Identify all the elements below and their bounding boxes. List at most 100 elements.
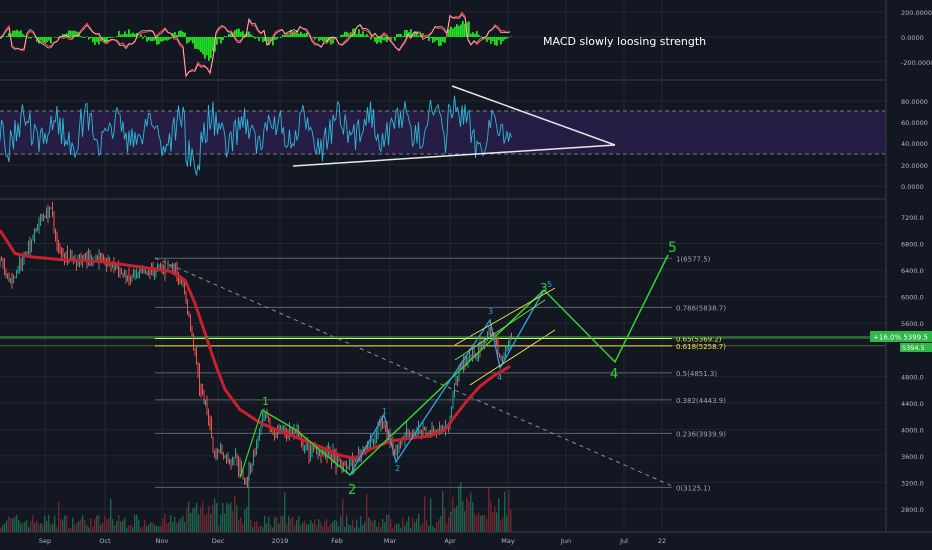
volume-bar — [6, 520, 8, 532]
macd-histogram-bar — [372, 37, 374, 38]
price-axis[interactable]: 200.0000 0.0000 -200.0000 80.0000 60.0000 40.… — [901, 9, 932, 514]
moving-average-line — [0, 229, 511, 461]
wave-projection-green — [261, 254, 669, 477]
volume-bar — [440, 516, 442, 532]
macd-histogram-bar — [158, 37, 160, 45]
volume-bar — [136, 514, 138, 532]
volume-bar — [492, 511, 494, 532]
volume-bar — [106, 519, 108, 532]
volume-bar — [484, 515, 486, 532]
macd-histogram-bar — [148, 37, 150, 41]
volume-bar — [100, 524, 102, 532]
volume-bar — [450, 511, 452, 532]
macd-histogram-bar — [30, 37, 32, 39]
volume-bar — [344, 526, 346, 532]
volume-bar — [228, 504, 230, 532]
macd-histogram-bar — [306, 32, 308, 37]
macd-histogram-bar — [460, 24, 462, 37]
macd-histogram-bar — [396, 33, 398, 37]
last-price-tag-text: +16.0% 5399.5 — [873, 334, 928, 342]
volume-bar — [164, 514, 166, 532]
macd-histogram-bar — [406, 30, 408, 37]
macd-histogram-bar — [66, 33, 68, 37]
macd-histogram-bar — [334, 37, 336, 40]
volume-bar — [270, 525, 272, 532]
macd-histogram-bar — [434, 37, 436, 42]
axis-label: 2800.0 — [901, 506, 924, 514]
macd-histogram-bar — [492, 37, 494, 42]
volume-bar — [190, 512, 192, 532]
time-axis-label: Feb — [331, 537, 343, 545]
volume-bar — [104, 515, 106, 532]
volume-bar — [504, 491, 506, 532]
macd-histogram-bar — [274, 37, 276, 40]
macd-histogram-bar — [282, 34, 284, 37]
macd-histogram-bar — [324, 37, 326, 41]
axis-label: 80.0000 — [901, 98, 928, 106]
macd-histogram-bar — [502, 37, 504, 42]
macd-histogram-bar — [304, 33, 306, 37]
channel-line-lower — [469, 329, 556, 386]
fib-level-label: 0.382(4443.9) — [676, 397, 726, 405]
macd-histogram-bar — [248, 31, 250, 37]
macd-histogram-bar — [488, 37, 490, 40]
macd-histogram-bar — [80, 36, 82, 37]
macd-histogram-bar — [16, 29, 18, 37]
macd-histogram-bar — [206, 37, 208, 56]
macd-histogram-bar — [398, 33, 400, 37]
volume-bar — [246, 506, 248, 532]
macd-panel[interactable] — [0, 11, 512, 79]
volume-bar — [322, 526, 324, 532]
volume-bar — [294, 524, 296, 532]
volume-bar — [224, 513, 226, 532]
channel-line-mid — [454, 299, 546, 361]
volume-bar — [250, 519, 252, 532]
rsi-panel[interactable] — [0, 95, 512, 176]
volume-bar — [160, 525, 162, 532]
macd-histogram-bar — [326, 37, 328, 43]
macd-histogram-bar — [298, 33, 300, 37]
macd-histogram-bar — [366, 34, 368, 37]
volume-bar — [478, 512, 480, 532]
macd-histogram-bar — [414, 31, 416, 37]
volume-bar — [394, 524, 396, 532]
volume-bar — [286, 524, 288, 532]
macd-histogram-bar — [244, 34, 246, 37]
macd-histogram-bar — [266, 37, 268, 42]
macd-histogram-bar — [150, 37, 152, 42]
volume-bar — [490, 501, 492, 532]
fib-level-label: 0.618(5258.7) — [676, 343, 726, 351]
volume-bar — [58, 501, 60, 532]
volume-bar — [480, 515, 482, 532]
volume-bar — [212, 504, 214, 532]
last-price-tag[interactable] — [870, 331, 932, 342]
macd-histogram-bar — [82, 37, 84, 38]
macd-histogram-bar — [462, 20, 464, 37]
axis-label: 40.0000 — [901, 140, 928, 148]
time-axis[interactable]: Sep Oct Nov Dec 2019 Feb Mar Apr May Jun Jul 22 — [39, 537, 666, 545]
volume-bar — [414, 522, 416, 532]
macd-histogram-bar — [408, 32, 410, 37]
volume-bar — [372, 521, 374, 532]
volume-bar — [416, 519, 418, 532]
wave-label: 3 — [540, 281, 548, 295]
wave-label: 2 — [395, 464, 400, 473]
volume-bar — [466, 496, 468, 532]
macd-histogram-bar — [318, 37, 320, 42]
price-series[interactable] — [0, 201, 512, 488]
macd-histogram-bar — [96, 37, 98, 43]
volume-bar — [364, 521, 366, 532]
volume-bar — [368, 517, 370, 532]
axis-label: 7200.0 — [901, 214, 924, 222]
macd-histogram-bar — [18, 31, 20, 37]
axis-label: 3600.0 — [901, 453, 924, 461]
volume-bar — [282, 515, 284, 532]
volume-bar — [96, 515, 98, 532]
volume-bar — [320, 522, 322, 532]
volume-bar — [476, 515, 478, 532]
volume-bar — [242, 523, 244, 532]
macd-histogram-bar — [440, 37, 442, 46]
volume-bar — [494, 506, 496, 532]
volume-bar — [128, 525, 130, 532]
